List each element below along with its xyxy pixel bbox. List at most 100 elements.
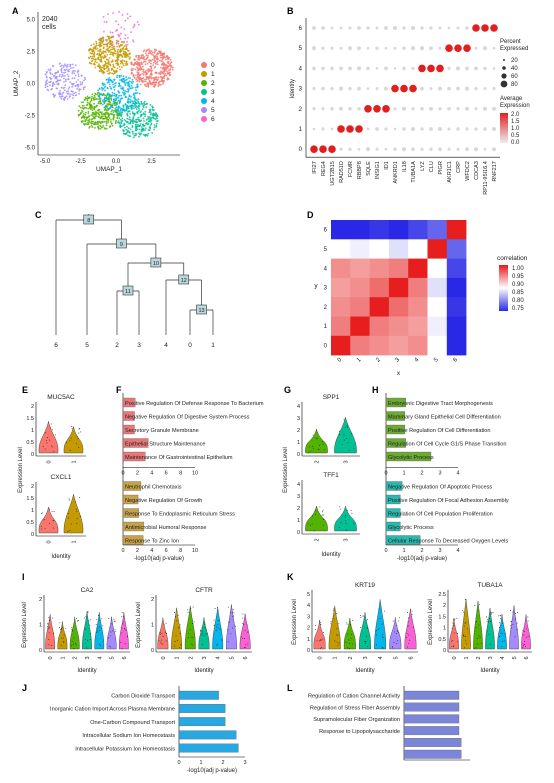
umap-point: [137, 116, 140, 119]
dot-marker: [330, 106, 334, 111]
y-tick-label: 2: [443, 603, 446, 609]
y-tick-label: 5: [299, 46, 303, 52]
umap-point: [117, 121, 119, 124]
violin-point: [125, 629, 127, 631]
umap-point: [121, 108, 124, 110]
violin-shape: [343, 617, 356, 650]
violin-point: [243, 623, 245, 625]
umap-point: [150, 119, 153, 121]
umap-point: [169, 74, 172, 76]
dot-marker: [330, 26, 334, 30]
x-tick-label: 5: [393, 656, 399, 659]
umap-point: [99, 97, 101, 99]
umap-point: [110, 51, 112, 54]
violin-point: [190, 643, 192, 645]
umap-point: [76, 88, 78, 90]
dot-marker: [401, 106, 407, 111]
umap-point: [121, 87, 124, 90]
violin-point: [451, 640, 453, 642]
leaf-label: 4: [164, 342, 168, 349]
umap-point: [155, 113, 158, 116]
gene-label: FCMR: [348, 161, 354, 177]
x-axis-label: UMAP_1: [96, 166, 122, 173]
umap-point: [64, 75, 66, 77]
dot-marker: [346, 125, 354, 133]
umap-point: [100, 86, 103, 89]
umap-point: [120, 26, 123, 29]
umap-point: [132, 26, 135, 29]
umap-point: [112, 47, 115, 50]
dot-marker: [438, 46, 442, 50]
umap-point: [95, 123, 97, 126]
violin-point: [71, 629, 73, 630]
panel-label-e: E: [22, 385, 29, 395]
umap-point: [128, 53, 130, 55]
cell-count-label: 2040: [42, 16, 58, 23]
umap-point: [101, 40, 104, 43]
umap-point: [81, 74, 83, 77]
umap-point: [164, 72, 167, 75]
violin-point: [511, 627, 513, 629]
umap-point: [125, 44, 127, 47]
violin-point: [336, 628, 338, 630]
umap-point: [112, 118, 115, 121]
umap-point: [115, 108, 118, 111]
violin-point: [323, 514, 325, 516]
umap-point: [132, 67, 135, 70]
violin-point: [68, 498, 70, 500]
umap-point: [146, 62, 149, 65]
dot-marker: [402, 46, 406, 50]
umap-point: [45, 75, 48, 77]
umap-point: [141, 103, 144, 106]
umap-point: [141, 65, 144, 68]
bar-term-label: Response To Zinc Ion: [125, 539, 179, 545]
umap-point: [56, 79, 59, 81]
x-tick-label: 0: [452, 656, 458, 659]
bar: [122, 481, 142, 491]
dot-marker: [402, 127, 406, 131]
violin-point: [456, 617, 458, 619]
dot-marker: [420, 147, 424, 151]
heatmap-cell: [369, 220, 390, 240]
umap-point: [139, 133, 141, 136]
bar: [403, 702, 460, 712]
umap-point: [152, 54, 155, 56]
umap-point: [130, 106, 133, 109]
umap-point: [118, 45, 121, 48]
umap-point: [105, 43, 108, 46]
violin-point: [315, 629, 317, 631]
umap-point: [86, 97, 89, 100]
umap-point: [120, 54, 123, 57]
violin-point: [315, 625, 317, 627]
heatmap-cell: [388, 220, 409, 240]
umap-point: [119, 48, 122, 51]
umap-point: [143, 102, 145, 104]
violin-point: [514, 618, 516, 620]
violin-point: [452, 639, 454, 641]
umap-point: [155, 115, 158, 118]
x-tick-label: 3: [488, 656, 494, 659]
violin-point: [227, 629, 229, 630]
violin-point: [111, 623, 113, 625]
violin-point: [114, 631, 116, 633]
umap-point: [61, 73, 64, 76]
violin-point: [379, 618, 381, 619]
dot-marker: [410, 25, 416, 31]
umap-point: [142, 133, 145, 136]
x-tick-label: 5: [229, 656, 235, 659]
umap-point: [100, 42, 102, 44]
x-tick-label: 1: [175, 656, 181, 659]
umap-point: [169, 63, 171, 65]
umap-point: [169, 58, 172, 61]
umap-point: [63, 72, 65, 74]
violin-point: [501, 641, 503, 643]
violin-shape: [305, 505, 328, 532]
umap-point: [145, 76, 148, 78]
umap-point: [143, 100, 146, 103]
umap-point: [88, 97, 90, 99]
violin-point: [365, 620, 367, 622]
umap-point: [87, 110, 90, 113]
violin-shape: [497, 613, 507, 650]
dot-marker: [456, 86, 460, 91]
violin-point: [53, 632, 55, 634]
